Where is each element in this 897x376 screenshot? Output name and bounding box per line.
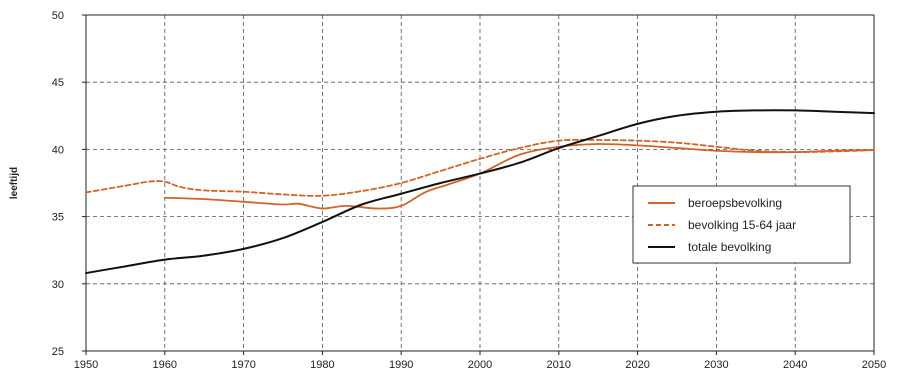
legend-label-totale-bevolking: totale bevolking — [688, 240, 771, 254]
y-tick-label-50: 50 — [52, 10, 64, 22]
x-tick-label-2040: 2040 — [783, 359, 807, 371]
legend: beroepsbevolking bevolking 15-64 jaar to… — [632, 185, 851, 264]
x-tick-label-1970: 1970 — [231, 359, 255, 371]
x-tick-label-2030: 2030 — [704, 359, 728, 371]
y-tick-label-45: 45 — [52, 77, 64, 89]
x-tick-label-2050: 2050 — [862, 359, 886, 371]
series-line-beroepsbevolking — [163, 143, 875, 210]
legend-label-beroepsbevolking: beroepsbevolking — [688, 196, 782, 210]
x-tick-label-2020: 2020 — [625, 359, 649, 371]
y-tick-label-25: 25 — [52, 346, 64, 358]
y-tick-label-35: 35 — [52, 212, 64, 224]
x-tick-label-1990: 1990 — [389, 359, 413, 371]
grid — [86, 15, 874, 351]
x-tick-label-2000: 2000 — [468, 359, 492, 371]
series-lines — [85, 109, 875, 275]
series-line-bevolking-15-64-jaar — [85, 138, 875, 197]
x-tick-label-1950: 1950 — [74, 359, 98, 371]
series-line-totale-bevolking — [85, 109, 875, 275]
legend-box — [632, 185, 851, 264]
y-tick-label-40: 40 — [52, 144, 64, 156]
y-axis-label: leeftijd — [9, 167, 20, 199]
x-tick-label-2010: 2010 — [547, 359, 571, 371]
x-axis-ticks: 1950 1960 1970 1980 1990 2000 2010 2020 2030 2040… — [74, 351, 886, 371]
y-axis-ticks: 25 30 35 40 45 50 — [52, 10, 86, 358]
legend-label-bevolking-15-64-jaar: bevolking 15-64 jaar — [688, 218, 796, 232]
y-tick-label-30: 30 — [52, 279, 64, 291]
x-tick-label-1960: 1960 — [153, 359, 177, 371]
x-tick-label-1980: 1980 — [310, 359, 334, 371]
